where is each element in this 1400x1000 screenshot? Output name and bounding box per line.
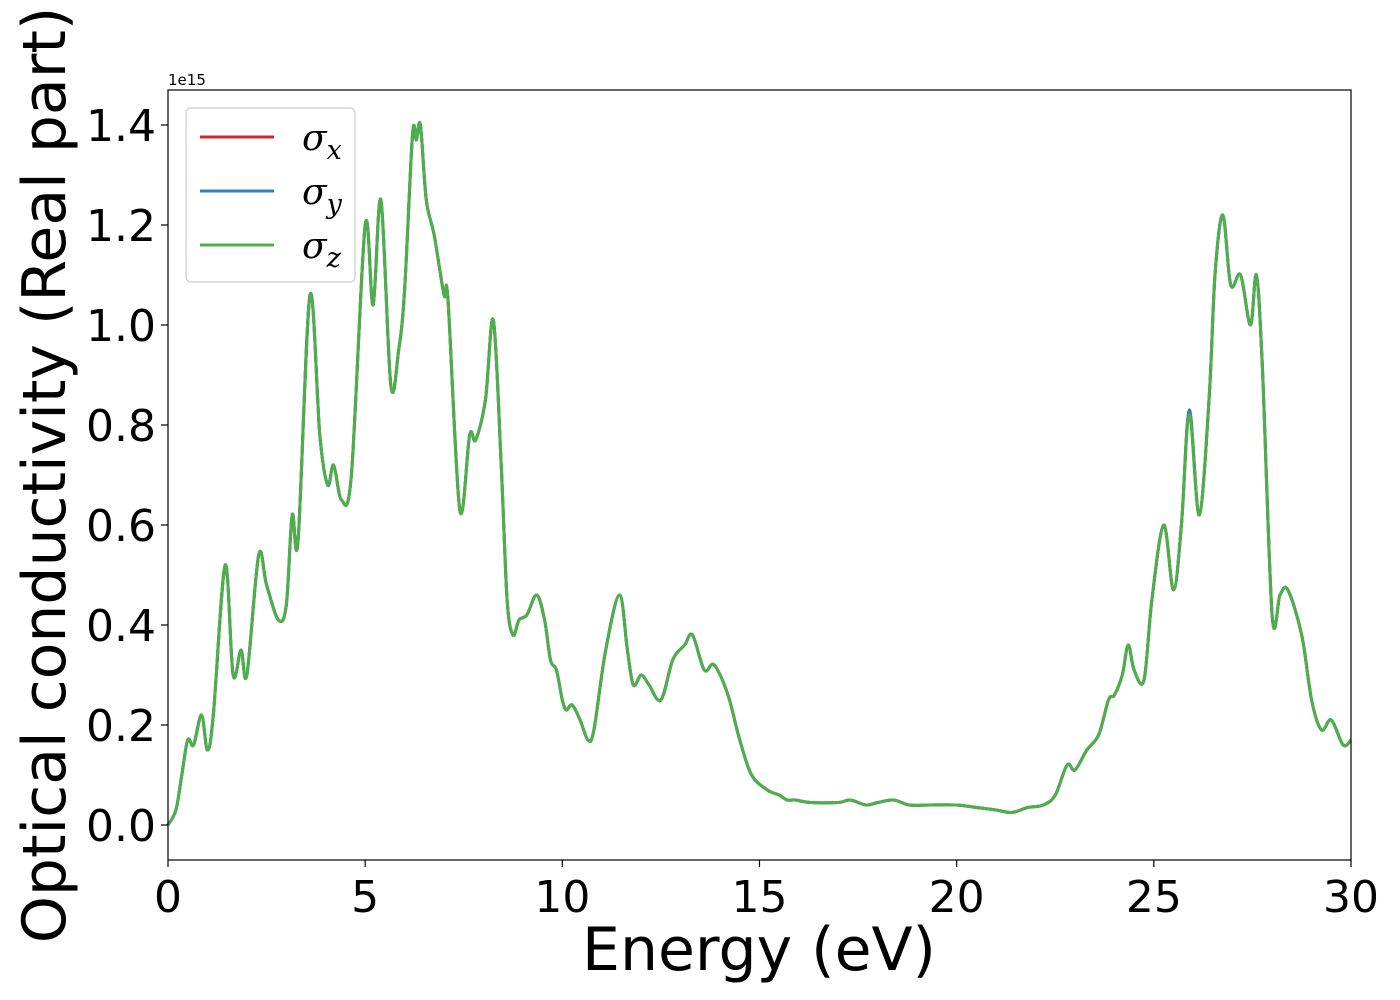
x-tick-label: 20: [929, 872, 985, 923]
x-axis-ticks: 0 5 10 15 20 25 30: [154, 860, 1379, 923]
y-tick-label: 0.4: [86, 601, 156, 652]
y-tick-label: 1.2: [86, 201, 156, 252]
legend-label-sigma-z: σz: [302, 226, 342, 274]
y-tick-label: 1.0: [86, 301, 156, 352]
y-axis-label: Optical conductivity (Real part): [10, 7, 80, 944]
legend-label-sigma-x: σx: [302, 118, 342, 166]
x-tick-label: 10: [534, 872, 590, 923]
y-tick-label: 0.6: [86, 501, 156, 552]
x-tick-label: 15: [732, 872, 788, 923]
plot-lines: [166, 121, 1353, 826]
y-tick-label: 0.0: [86, 801, 156, 852]
y-axis-ticks: 0.0 0.2 0.4 0.6 0.8 1.0 1.2 1.4: [86, 101, 168, 852]
x-tick-label: 5: [351, 872, 379, 923]
x-axis-label: Energy (eV): [582, 915, 936, 985]
legend-box: [185, 107, 356, 283]
x-tick-label: 30: [1323, 872, 1379, 923]
y-tick-label: 0.2: [86, 701, 156, 752]
y-axis-offset-text: 1e15: [168, 71, 206, 89]
legend: σx σy σz: [185, 107, 356, 283]
y-tick-label: 0.8: [86, 401, 156, 452]
y-tick-label: 1.4: [86, 101, 156, 152]
x-tick-label: 0: [154, 872, 182, 923]
legend-label-sigma-y: σy: [302, 172, 343, 220]
series-line-sigma-z: [166, 121, 1353, 826]
x-tick-label: 25: [1126, 872, 1182, 923]
